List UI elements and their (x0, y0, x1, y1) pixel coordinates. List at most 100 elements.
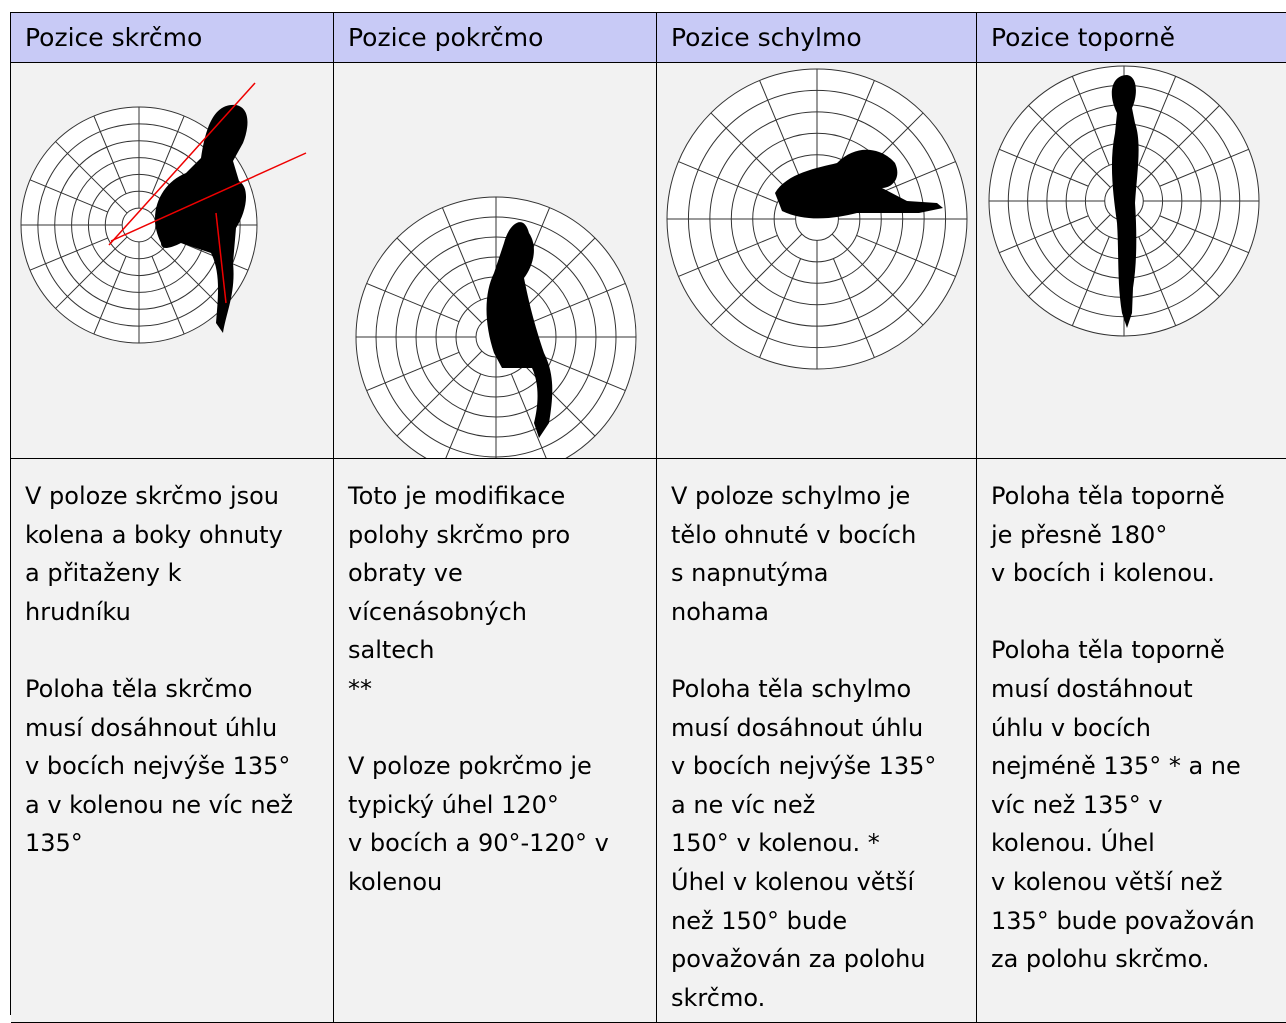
text-line: polohy skrčmo pro (348, 520, 571, 549)
position-illustration (666, 68, 968, 370)
text-line: tělo ohnuté v bocích (671, 520, 917, 549)
polar-spoke (366, 351, 460, 392)
polar-spoke (759, 80, 802, 180)
text-line: považován za polohu (671, 945, 926, 974)
text-line: musí dosáhnout úhlu (25, 713, 278, 742)
polar-spoke (1028, 105, 1111, 188)
text-line: v bocích i kolenou. (991, 559, 1215, 588)
polar-spoke (831, 233, 924, 326)
polar-spoke (151, 255, 185, 335)
text-line: V poloze skrčmo jsou (25, 482, 280, 510)
text-line: než 150° bude (671, 906, 848, 935)
column-header: Pozice skrčmo (11, 13, 334, 63)
polar-spoke (999, 148, 1089, 187)
position-illustration (355, 196, 637, 458)
text-line: Poloha těla schylmo (671, 674, 912, 703)
text-line: v bocích nejvýše 135° (25, 752, 291, 781)
text-line: hrudníku (25, 597, 131, 626)
text-line: 150° v kolenou. * (671, 829, 880, 858)
text-line: kolenou. Úhel (991, 829, 1155, 858)
angle-line (108, 82, 256, 246)
text-line: úhlu v bocích (991, 713, 1151, 742)
diver-silhouette (775, 149, 943, 219)
text-line: nejméně 135° * a ne (991, 752, 1241, 781)
polar-spoke (1028, 214, 1111, 297)
text-line: V poloze schylmo je (671, 482, 911, 510)
text-line: Poloha těla toporně (991, 636, 1225, 665)
polar-spoke (93, 115, 127, 195)
text-line: kolenou (348, 867, 443, 896)
text-line: v bocích nejvýše 135° (671, 752, 937, 781)
polar-spoke (366, 282, 460, 323)
polar-spoke (999, 215, 1089, 254)
diver-silhouette (486, 222, 553, 438)
polar-spoke (93, 255, 127, 335)
text-line: s napnutýma (671, 559, 829, 588)
polar-spoke (532, 351, 626, 392)
polar-spoke (1138, 236, 1177, 326)
text-line: Toto je modifikace (348, 482, 566, 510)
paragraph: V poloze skrčmo jsou kolena a boky ohnuty… (25, 477, 333, 631)
text-line: V poloze pokrčmo je (348, 752, 592, 781)
polar-spoke (29, 179, 109, 213)
paragraph: Toto je modifikace polohy skrčmo pro obrat… (348, 477, 656, 709)
column-header: Pozice toporně (977, 13, 1286, 63)
paragraph: V poloze pokrčmo je typický úhel 120° v bo… (348, 747, 656, 901)
polar-spoke (151, 115, 185, 195)
polar-spoke (396, 237, 483, 324)
illustration-cell (334, 63, 657, 459)
text-line: v kolenou větší než (991, 867, 1223, 896)
text-line: musí dosáhnout úhlu (671, 713, 924, 742)
table: Pozice skrčmo V poloze skrčmo jsou kolena … (10, 12, 1286, 1023)
polar-spoke (678, 234, 778, 277)
description-cell: V poloze skrčmo jsou kolena a boky ohnuty… (11, 459, 334, 1023)
text-line: v bocích a 90°-120° v (348, 829, 609, 858)
description-cell: Toto je modifikace polohy skrčmo pro obrat… (334, 459, 657, 1023)
polar-spoke (1137, 105, 1220, 188)
illustration-cell (11, 63, 334, 459)
polar-spoke (1071, 236, 1110, 326)
text-line: saltech (348, 636, 435, 665)
paragraph: Poloha těla skrčmo musí dosáhnout úhlu v b… (25, 670, 333, 863)
text-line: typický úhel 120° (348, 790, 559, 819)
angle-line (110, 152, 307, 242)
text-line: Poloha těla skrčmo (25, 674, 253, 703)
polar-spoke (510, 373, 547, 458)
text-line: nohama (671, 597, 769, 626)
description-cell: Poloha těla toporně je přesně 180° v bocíc… (977, 459, 1286, 1023)
diver-silhouette (155, 104, 248, 333)
illustration-cell (657, 63, 977, 459)
text-line: musí dostáhnout (991, 674, 1193, 703)
polar-spoke (710, 233, 803, 326)
text-line: vícenásobných (348, 597, 527, 626)
polar-spoke (678, 161, 778, 204)
illustration-cell (977, 63, 1286, 459)
polar-spoke (445, 373, 482, 458)
text-line: víc než 135° v (991, 790, 1163, 819)
diver-silhouette (1111, 75, 1139, 328)
polar-spoke (856, 234, 956, 277)
polar-spoke (396, 350, 483, 437)
text-line: a v kolenou ne víc než (25, 790, 293, 819)
text-line: ** (348, 674, 372, 703)
text-line: 135° bude považován (991, 906, 1255, 935)
paragraph: Poloha těla schylmo musí dosáhnout úhlu v … (671, 670, 976, 1017)
column-header: Pozice schylmo (657, 13, 977, 63)
polar-spoke (29, 237, 109, 271)
text-line: obraty ve (348, 559, 463, 588)
text-line: Úhel v kolenou větší (671, 867, 915, 896)
text-line: 135° (25, 829, 83, 858)
polar-spoke (441, 207, 482, 301)
polar-spoke (1138, 76, 1177, 166)
polar-spoke (532, 282, 626, 323)
description-cell: V poloze schylmo je tělo ohnuté v bocích s… (657, 459, 977, 1023)
polar-spoke (1137, 214, 1220, 297)
paragraph: V poloze schylmo je tělo ohnuté v bocích s… (671, 477, 976, 631)
paragraph: Poloha těla toporně musí dostáhnout úhlu v… (991, 631, 1286, 978)
polar-spoke (1159, 215, 1249, 254)
polar-spoke (1159, 148, 1249, 187)
column-header: Pozice pokrčmo (334, 13, 657, 63)
position-illustration (20, 82, 307, 344)
text-line: je přesně 180° (991, 520, 1168, 549)
